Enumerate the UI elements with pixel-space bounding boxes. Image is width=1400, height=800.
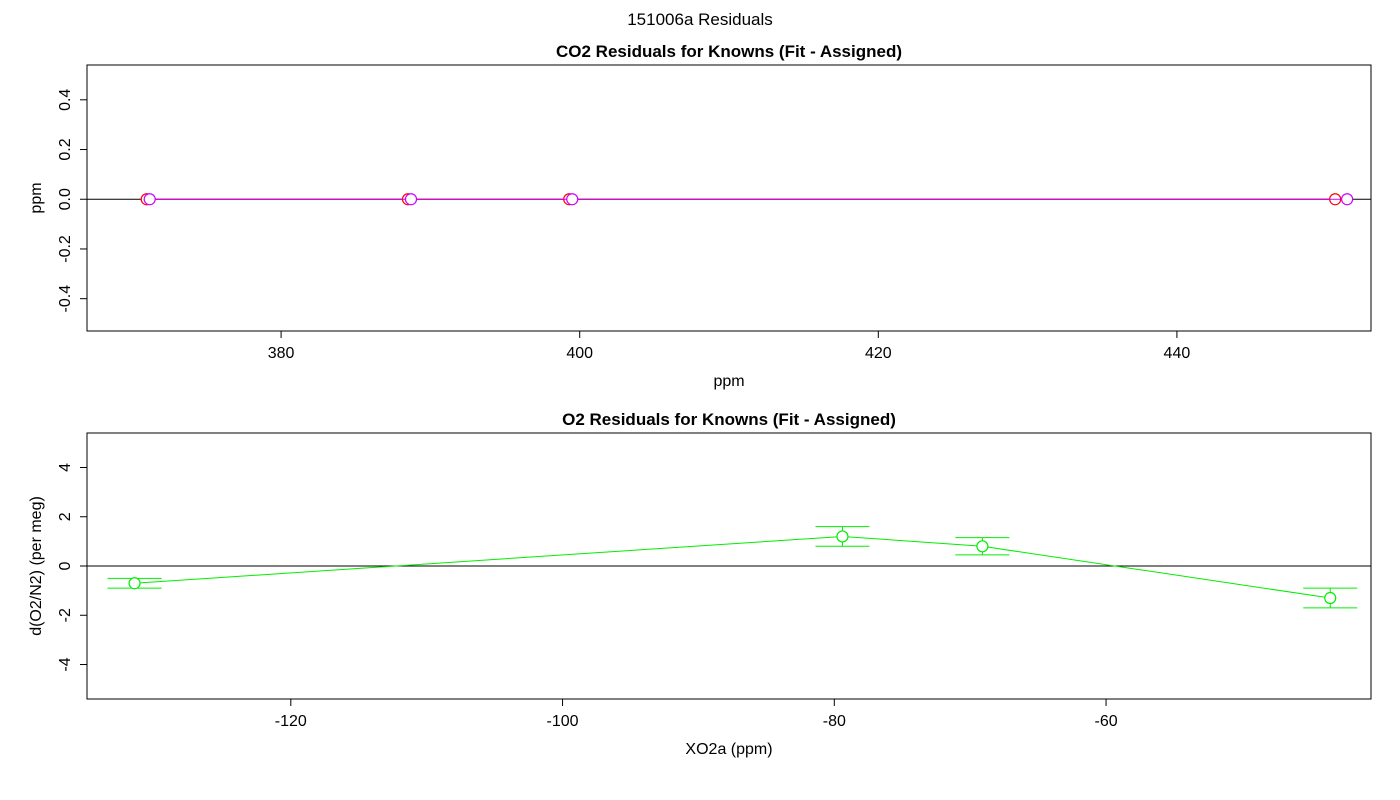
x-axis-label: ppm: [713, 373, 744, 390]
data-point: [143, 193, 156, 206]
data-point: [976, 540, 989, 553]
data-point: [404, 193, 418, 206]
x-tick-label: 420: [865, 345, 892, 362]
plot-frame: [86, 64, 1372, 332]
x-tick-label: -100: [547, 713, 579, 730]
co2-residuals-plot: CO2 Residuals for Knowns (Fit - Assigned…: [28, 42, 1372, 390]
x-tick-label: 380: [268, 345, 295, 362]
x-tick-label: 440: [1164, 345, 1191, 362]
data-point: [836, 530, 849, 543]
y-tick-label: -0.2: [57, 235, 74, 263]
y-tick-label: 0.4: [57, 89, 74, 111]
data-point: [1324, 591, 1337, 605]
y-axis-label: ppm: [28, 182, 45, 213]
plot-title: CO2 Residuals for Knowns (Fit - Assigned…: [556, 42, 902, 61]
y-axis-label: d(O2/N2) (per meg): [28, 496, 45, 636]
plot-title: O2 Residuals for Knowns (Fit - Assigned): [562, 410, 896, 429]
y-tick-label: -2: [57, 608, 74, 622]
y-tick-label: 0: [57, 561, 74, 570]
x-tick-label: 400: [566, 345, 593, 362]
y-tick-label: 2: [57, 512, 74, 521]
o2-residuals-plot: O2 Residuals for Knowns (Fit - Assigned)…: [28, 410, 1372, 758]
y-tick-label: 0.2: [57, 138, 74, 160]
data-point: [566, 193, 579, 206]
y-tick-label: 4: [57, 463, 74, 472]
x-tick-label: -120: [275, 713, 307, 730]
x-tick-label: -80: [823, 713, 846, 730]
page-title: 151006a Residuals: [627, 10, 773, 29]
series-line: [134, 535, 1331, 599]
data-point: [128, 577, 141, 590]
y-tick-label: -4: [57, 657, 74, 671]
x-axis-label: XO2a (ppm): [685, 741, 772, 758]
x-tick-label: -60: [1094, 713, 1117, 730]
y-tick-label: -0.4: [57, 285, 74, 313]
data-point: [1341, 193, 1354, 206]
y-tick-label: 0.0: [57, 188, 74, 210]
